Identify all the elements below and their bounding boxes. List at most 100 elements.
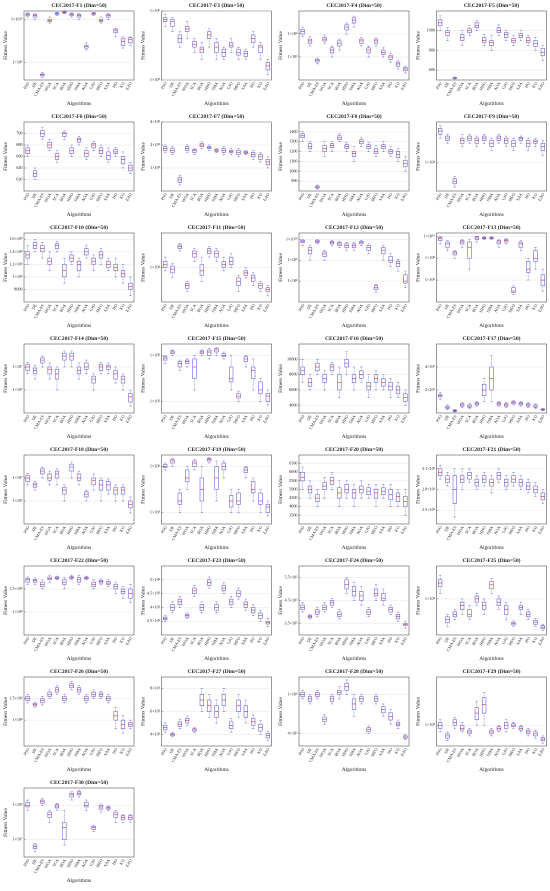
panel: CEC2017-F10 (Dim=50) Fitness Value Algorit… xyxy=(3,224,135,329)
x-tick-label: EAO xyxy=(262,81,271,91)
box xyxy=(388,256,393,263)
x-tick-label: DE xyxy=(31,81,38,89)
y-tick-label: 4500 xyxy=(289,495,297,500)
x-tick-label: EAO xyxy=(124,303,133,313)
y-tick-label: 4×10³ xyxy=(150,731,161,736)
box xyxy=(62,822,67,840)
x-tick-label: EAO xyxy=(124,81,133,91)
x-tick-label: AOA xyxy=(80,525,89,535)
x-tick-label: KO xyxy=(256,414,263,422)
x-tick-label: PSO xyxy=(22,81,30,90)
x-tick-label: AOA xyxy=(493,81,502,91)
y-axis-label: Fitness Value xyxy=(416,474,422,503)
x-tick-label: KO xyxy=(393,303,400,311)
box xyxy=(395,492,401,502)
x-axis-label: Algorithms xyxy=(204,323,229,329)
panel: CEC2017-F11 (Dim=50) Fitness Value Algorit… xyxy=(141,224,272,329)
x-tick-label: MFO xyxy=(232,414,241,424)
x-tick-label: SAA xyxy=(378,414,387,424)
y-axis-label: Fitness Value xyxy=(416,252,422,281)
x-tick-label: HHO xyxy=(203,414,212,424)
x-tick-label: BOA xyxy=(471,525,480,535)
x-tick-label: SCA xyxy=(189,636,197,646)
y-tick-label: 4000 xyxy=(289,402,297,407)
x-tick-label: HO xyxy=(386,747,393,755)
y-tick-label: 1×10⁵ xyxy=(150,77,161,82)
x-axis-label: Algorithms xyxy=(342,323,367,329)
box xyxy=(177,492,182,505)
box xyxy=(236,492,241,505)
x-tick-label: WOA xyxy=(43,636,52,647)
box xyxy=(265,504,270,513)
x-tick-label: AOA xyxy=(80,81,89,91)
x-tick-label: BOA xyxy=(471,414,480,424)
x-tick-label: DE xyxy=(31,414,38,422)
x-tick-label: HHO xyxy=(66,81,75,91)
x-tick-label: PSO xyxy=(435,81,443,90)
x-tick-label: MFO xyxy=(370,192,379,202)
x-tick-label: SAA xyxy=(240,525,249,535)
x-tick-label: SMA xyxy=(73,858,82,868)
x-tick-label: MFO xyxy=(507,414,516,424)
box xyxy=(69,463,74,472)
x-tick-label: SAA xyxy=(103,414,112,424)
y-tick-label: 1×10³ xyxy=(288,54,299,59)
x-tick-label: AOA xyxy=(80,192,89,202)
panel-title: CEC2017-F23 (Dim=50) xyxy=(187,557,245,564)
box xyxy=(84,362,89,370)
x-tick-label: HO xyxy=(249,414,256,422)
x-tick-label: HHO xyxy=(478,636,487,646)
x-tick-label: EAO xyxy=(399,525,408,535)
x-tick-label: SCA xyxy=(464,414,472,424)
x-axis-label: Algorithms xyxy=(479,101,504,107)
x-tick-label: AOA xyxy=(218,636,227,646)
x-tick-label: AOA xyxy=(493,747,502,757)
y-tick-label: 6000 xyxy=(289,387,297,392)
x-tick-label: HO xyxy=(524,192,531,200)
x-tick-label: HO xyxy=(386,636,393,644)
plot-area xyxy=(23,10,135,81)
x-tick-label: HO xyxy=(111,525,118,533)
x-tick-label: SCA xyxy=(51,525,59,535)
x-tick-label: SCA xyxy=(51,81,59,91)
panel: CEC2017-F4 (Dim=50) Fitness Value Algorith… xyxy=(278,2,410,107)
x-tick-label: SMA xyxy=(210,636,219,646)
x-tick-label: SMA xyxy=(348,525,357,535)
box xyxy=(337,40,342,47)
x-tick-label: PSO xyxy=(22,192,30,201)
y-axis-label: Fitness Value xyxy=(3,30,9,59)
y-tick-label: 2×10³ xyxy=(150,142,161,147)
x-tick-label: HO xyxy=(111,192,118,200)
x-tick-label: HHO xyxy=(341,414,350,424)
y-axis-label: Fitness Value xyxy=(278,252,284,281)
panel-title: CEC2017-F9 (Dim=50) xyxy=(464,113,519,120)
x-tick-label: SAA xyxy=(378,303,387,313)
x-tick-label: DE xyxy=(168,192,175,200)
y-tick-label: 1×10⁹ xyxy=(12,802,23,807)
box xyxy=(98,364,104,371)
x-tick-label: WOA xyxy=(318,414,327,425)
x-tick-label: DE xyxy=(443,81,450,89)
x-tick-label: AOA xyxy=(355,81,364,91)
x-tick-label: SMA xyxy=(348,192,357,202)
x-tick-label: EAO xyxy=(262,414,271,424)
x-tick-label: SCA xyxy=(326,192,334,202)
x-axis-label: Algorithms xyxy=(67,434,92,440)
panel-title: CEC2017-F11 (Dim=50) xyxy=(188,224,246,231)
panel-title: CEC2017-F25 (Dim=50) xyxy=(462,557,520,564)
box xyxy=(251,481,256,494)
box xyxy=(113,370,118,380)
x-tick-label: EAO xyxy=(124,192,133,202)
box xyxy=(351,698,357,710)
y-axis-label: Fitness Value xyxy=(278,141,284,170)
x-tick-label: BOA xyxy=(58,636,67,646)
x-tick-label: MFO xyxy=(95,303,104,313)
x-tick-label: WOA xyxy=(318,525,327,536)
x-tick-label: BOA xyxy=(196,747,205,757)
x-tick-label: DE xyxy=(31,192,38,200)
x-axis-label: Algorithms xyxy=(204,212,229,218)
x-tick-label: DE xyxy=(306,192,313,200)
y-axis-label: Fitness Value xyxy=(416,30,422,59)
box xyxy=(32,367,38,375)
x-tick-label: EAO xyxy=(399,192,408,202)
